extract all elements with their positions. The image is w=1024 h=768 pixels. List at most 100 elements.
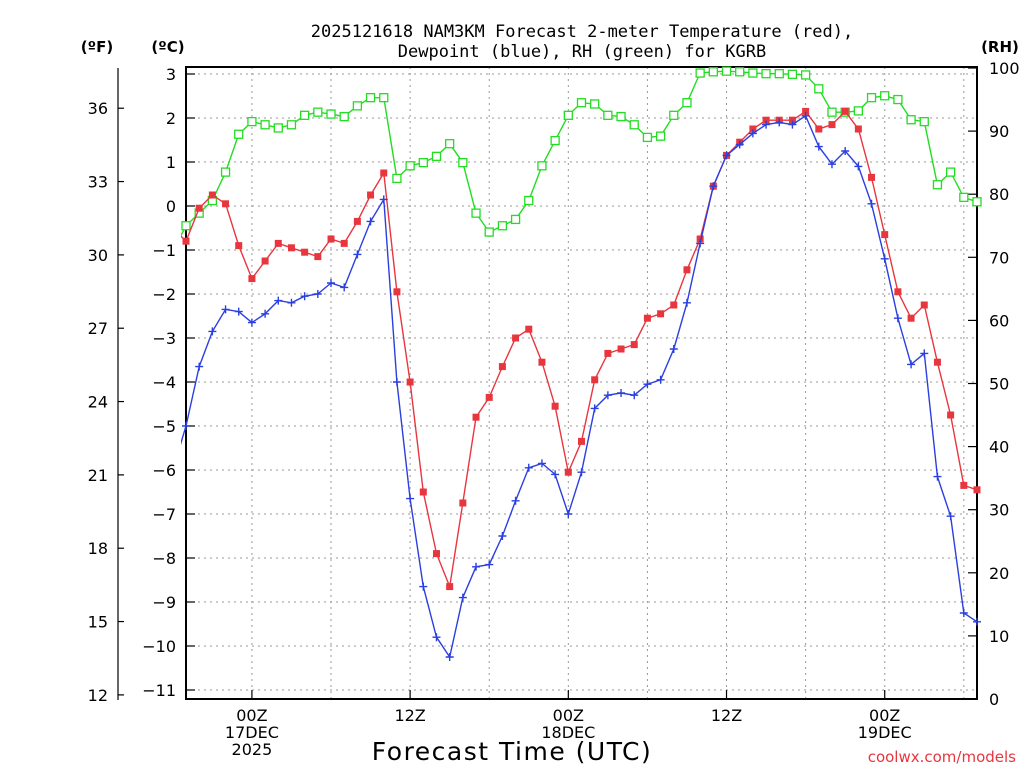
- relative-humidity-point: [365, 93, 376, 103]
- celsius-tick-label: −11: [142, 681, 176, 700]
- relative-humidity-point: [853, 106, 863, 116]
- dewpoint-point: [709, 182, 718, 191]
- dewpoint-point: [537, 459, 546, 468]
- celsius-tick-label: 2: [166, 109, 176, 128]
- dewpoint-point: [247, 318, 256, 327]
- temperature-point: [881, 231, 889, 239]
- relative-humidity-point: [972, 197, 982, 207]
- dewpoint-point: [458, 593, 467, 602]
- celsius-tick-label: −6: [152, 461, 176, 480]
- celsius-tick-label: −7: [152, 505, 176, 524]
- temperature-point: [208, 191, 216, 199]
- temperature-point: [947, 411, 955, 419]
- temperature-point: [419, 488, 427, 496]
- dewpoint-point: [722, 151, 731, 160]
- dewpoint-point: [973, 617, 981, 626]
- dewpoint-point: [524, 463, 533, 472]
- relative-humidity-point: [866, 93, 877, 103]
- relative-humidity-point: [405, 161, 415, 171]
- temperature-point: [854, 125, 862, 133]
- dewpoint-point: [933, 472, 942, 481]
- dewpoint-point: [313, 290, 322, 298]
- temperature-point: [235, 242, 243, 250]
- temperature-point: [248, 275, 256, 283]
- temperature-point: [762, 116, 770, 124]
- relative-humidity-point: [735, 67, 745, 77]
- dewpoint-point: [880, 254, 889, 263]
- dewpoint-point: [907, 360, 916, 369]
- relative-humidity-point: [392, 173, 402, 184]
- temperature-point: [367, 191, 375, 199]
- dewpoint-point: [735, 140, 744, 149]
- relative-humidity-point: [880, 91, 890, 101]
- dewpoint-point: [274, 296, 283, 305]
- celsius-unit-label: (ºC): [151, 38, 184, 56]
- temperature-point: [327, 235, 335, 243]
- temperature-point: [868, 173, 876, 181]
- temperature-point: [195, 204, 203, 212]
- dewpoint-point: [564, 510, 573, 518]
- time-tick-label: 17DEC: [225, 723, 279, 742]
- relative-humidity-point: [695, 68, 705, 78]
- relative-humidity-point: [563, 110, 573, 120]
- dewpoint-point: [551, 470, 560, 479]
- relative-humidity-point: [445, 139, 455, 149]
- dewpoint-point: [445, 653, 454, 661]
- rh-tick-label: 80: [989, 185, 1009, 204]
- dewpoint-point: [854, 162, 863, 171]
- rh-tick-label: 90: [989, 122, 1009, 141]
- fahrenheit-tick-label: 27: [88, 319, 108, 338]
- dewpoint-point: [182, 422, 190, 430]
- relative-humidity-point: [326, 109, 336, 119]
- relative-humidity-point: [537, 161, 547, 171]
- dewpoint-point: [366, 217, 375, 226]
- dewpoint-point: [946, 512, 955, 521]
- temperature-point: [406, 378, 414, 386]
- relative-humidity-point: [339, 111, 349, 122]
- relative-humidity-point: [787, 69, 798, 79]
- relative-humidity-point: [497, 221, 508, 231]
- rh-tick-label: 10: [989, 627, 1009, 646]
- relative-humidity-point: [273, 123, 283, 133]
- relative-humidity-point: [774, 69, 784, 79]
- fahrenheit-tick-label: 15: [88, 613, 108, 632]
- relative-humidity-point: [616, 111, 626, 122]
- time-tick-label: 12Z: [394, 706, 425, 725]
- rh-tick-label: 0: [989, 690, 999, 709]
- temperature-point: [696, 235, 704, 243]
- dewpoint-point: [841, 147, 850, 155]
- fahrenheit-axis: 36 33 30 27 24 21 18 15 12: [88, 68, 124, 705]
- dewpoint-point: [669, 345, 678, 353]
- temperature-point: [274, 239, 282, 247]
- dewpoint-point: [748, 129, 757, 138]
- relative-humidity-point: [682, 98, 692, 108]
- relative-humidity-point: [642, 132, 653, 143]
- temperature-point: [815, 125, 823, 133]
- temperature-point: [604, 349, 612, 357]
- temperature-point: [564, 468, 572, 476]
- relative-humidity-point: [748, 68, 758, 78]
- dewpoint-point: [472, 562, 481, 571]
- fahrenheit-tick-label: 21: [88, 466, 108, 485]
- temperature-point: [591, 376, 599, 384]
- temperature-point: [907, 314, 915, 322]
- celsius-tick-label: 0: [166, 197, 176, 216]
- dewpoint-point: [208, 327, 217, 336]
- celsius-axis: 3 2 1 0 −1 −2 −3 −4 −5 −6 −7 −8 −9 −10 −11: [142, 65, 195, 700]
- relative-humidity-point: [959, 192, 969, 203]
- celsius-tick-label: 1: [166, 153, 176, 172]
- temperature-point: [933, 358, 941, 366]
- relative-humidity-point: [313, 107, 323, 117]
- fahrenheit-tick-label: 18: [88, 539, 108, 558]
- temperature-point: [643, 314, 651, 322]
- time-tick-label: 00Z: [869, 706, 900, 725]
- dewpoint-point: [261, 309, 270, 318]
- relative-humidity-point: [761, 69, 771, 79]
- time-tick-label: 19DEC: [858, 723, 912, 742]
- series-group: [181, 66, 982, 661]
- temperature-point: [261, 257, 269, 265]
- temperature-point: [472, 413, 480, 421]
- temperature-point: [182, 237, 190, 245]
